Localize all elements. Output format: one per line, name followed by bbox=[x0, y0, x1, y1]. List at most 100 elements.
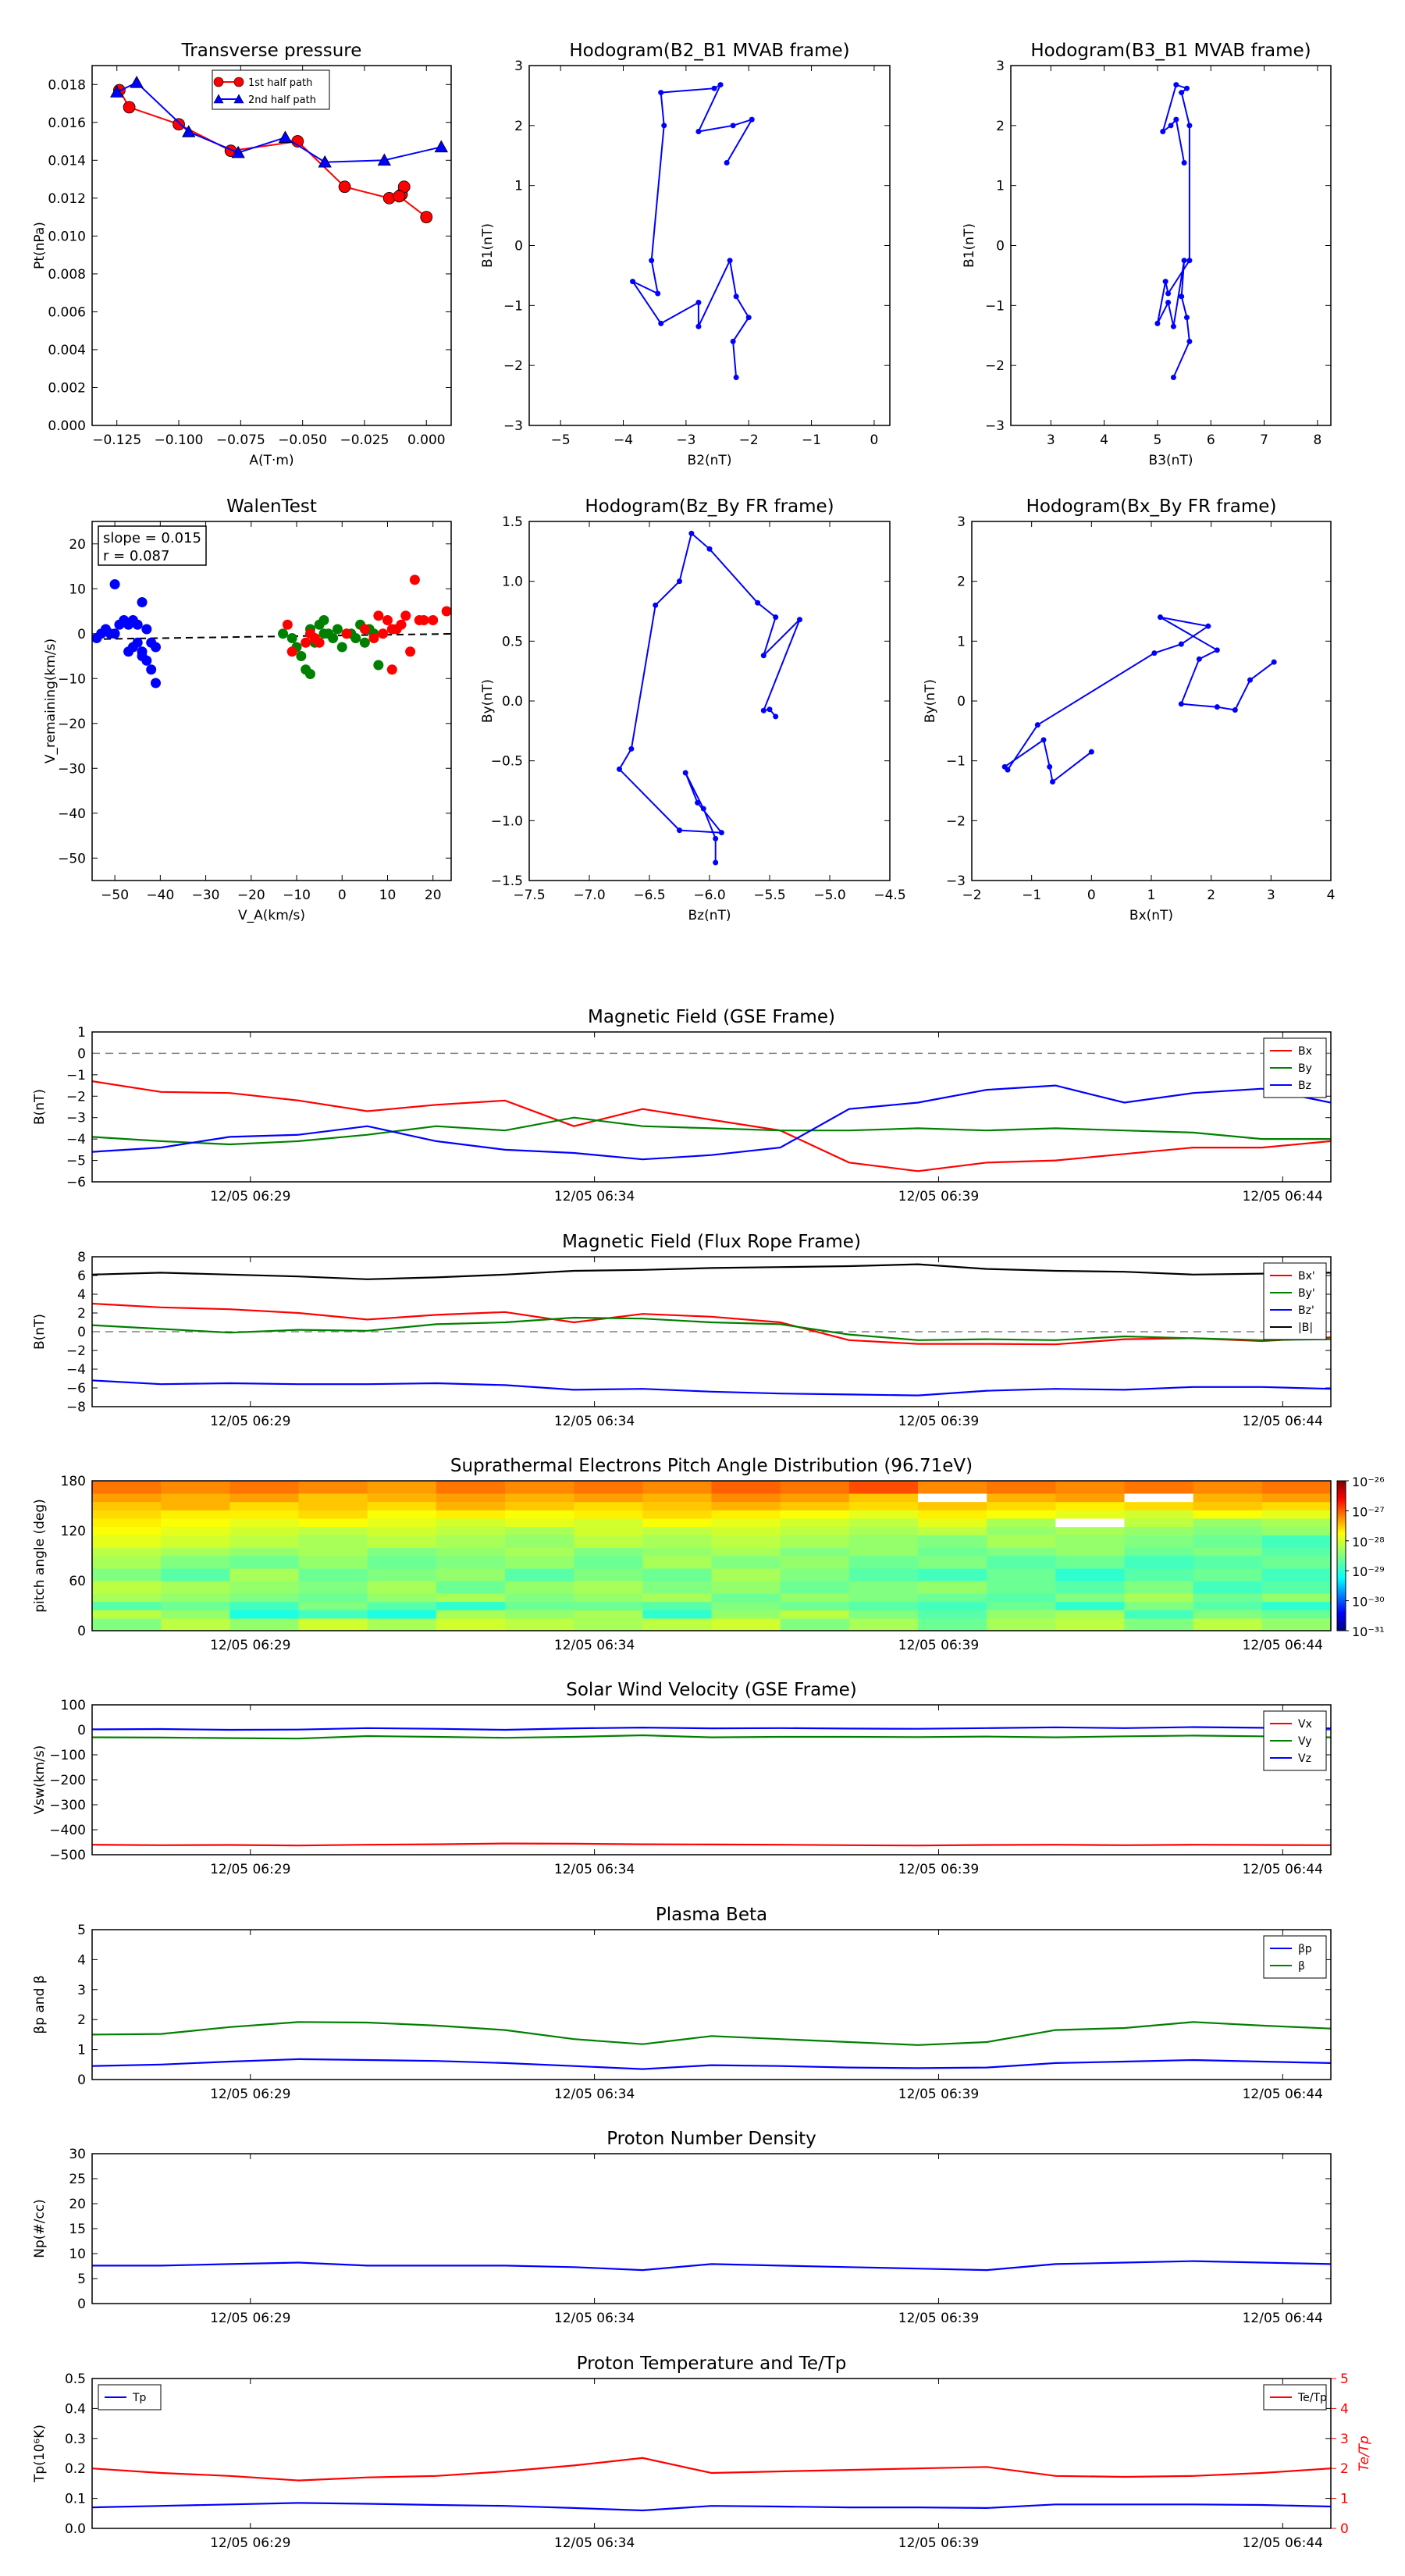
heatmap-cell bbox=[642, 1481, 712, 1494]
legend-label: Bz' bbox=[1298, 1304, 1314, 1317]
data-point bbox=[755, 600, 761, 606]
heatmap-cell bbox=[1055, 1501, 1125, 1510]
x-tick-label: −6.0 bbox=[693, 888, 725, 903]
heatmap-cell bbox=[574, 1481, 643, 1494]
right-y-tick-label: 0 bbox=[1340, 2521, 1349, 2537]
y-tick-label: −2 bbox=[985, 358, 1005, 374]
heatmap-cell bbox=[987, 1535, 1056, 1548]
heatmap-cell bbox=[505, 1618, 574, 1631]
y-tick-label: −3 bbox=[946, 873, 966, 889]
heatmap-cell bbox=[780, 1610, 850, 1619]
y-tick-label: 0.4 bbox=[65, 2401, 86, 2417]
y-tick-label: 20 bbox=[69, 2197, 86, 2212]
x-tick-label: 12/05 06:29 bbox=[210, 1862, 290, 1877]
plot-frame bbox=[91, 2153, 1332, 2304]
y-tick-label: 0.010 bbox=[48, 229, 86, 244]
y-tick-label: −50 bbox=[58, 851, 86, 866]
y-tick-label: −1 bbox=[985, 298, 1005, 314]
heatmap-cell bbox=[711, 1601, 781, 1610]
y-tick-label: 0.018 bbox=[48, 77, 86, 93]
chart-plasma-beta: Plasma Beta 0 1 2 3 4 5 12/05 06:29 12/05 06:34 1… bbox=[32, 1905, 1332, 2102]
heatmap-cell bbox=[987, 1618, 1056, 1631]
legend-marker bbox=[233, 76, 244, 87]
plot-frame bbox=[91, 1031, 1332, 1183]
heatmap-cell bbox=[161, 1526, 230, 1535]
heatmap-cell bbox=[229, 1581, 299, 1594]
plot-area bbox=[92, 2260, 1331, 2272]
heatmap-cell bbox=[505, 1610, 574, 1619]
slope-annotation: slope = 0.015 bbox=[103, 530, 201, 546]
heatmap-cell bbox=[229, 1481, 299, 1494]
legend: Bx By Bz bbox=[1263, 1037, 1327, 1098]
heatmap-cell bbox=[780, 1547, 850, 1557]
y-tick-label: 6 bbox=[77, 1268, 86, 1284]
heatmap-cell bbox=[1124, 1568, 1194, 1582]
heatmap-cell bbox=[918, 1535, 987, 1548]
chart-title: Magnetic Field (Flux Rope Frame) bbox=[562, 1232, 861, 1252]
x-tick-label: 12/05 06:29 bbox=[210, 2311, 290, 2326]
y-axis-label: B1(nT) bbox=[962, 223, 977, 268]
x-tick-label: 12/05 06:44 bbox=[1243, 2311, 1323, 2326]
data-point bbox=[628, 745, 635, 752]
heatmap-cell bbox=[161, 1556, 230, 1569]
heatmap-cell bbox=[229, 1601, 299, 1610]
heatmap-cell bbox=[918, 1547, 987, 1557]
legend-label: β bbox=[1298, 1960, 1305, 1973]
heatmap-cell bbox=[574, 1618, 643, 1631]
heatmap-cell bbox=[574, 1526, 643, 1535]
series-line-b bbox=[92, 1263, 1331, 1280]
heatmap-cell bbox=[642, 1526, 712, 1535]
heatmap-cell bbox=[367, 1518, 437, 1528]
data-point bbox=[441, 606, 451, 617]
data-point bbox=[1271, 659, 1277, 665]
heatmap-cell bbox=[367, 1493, 437, 1503]
series-line-by bbox=[92, 1116, 1331, 1146]
x-tick-label: 12/05 06:34 bbox=[554, 2311, 635, 2326]
x-tick-label: 12/05 06:39 bbox=[898, 1189, 979, 1204]
heatmap-cell bbox=[848, 1568, 919, 1582]
x-axis-label: Bz(nT) bbox=[688, 908, 731, 923]
x-tick-label: −40 bbox=[146, 888, 174, 903]
plot-area bbox=[92, 1052, 1331, 1172]
x-tick-label: −3 bbox=[676, 432, 695, 448]
x-tick-label: −7.0 bbox=[573, 888, 605, 903]
heatmap-cell bbox=[918, 1526, 987, 1535]
data-point bbox=[296, 651, 307, 661]
heatmap-cell bbox=[92, 1593, 162, 1603]
heatmap-cell bbox=[987, 1556, 1056, 1569]
heatmap-cell bbox=[367, 1547, 437, 1557]
heatmap-cell bbox=[298, 1581, 368, 1594]
data-point bbox=[1184, 315, 1190, 321]
plot-frame bbox=[91, 2378, 1332, 2529]
x-tick-label: −5 bbox=[551, 432, 571, 448]
legend-label: Bx bbox=[1298, 1045, 1312, 1058]
y-tick-label: −2 bbox=[66, 1089, 86, 1105]
heatmap-cell bbox=[298, 1556, 368, 1569]
heatmap-cell bbox=[918, 1518, 987, 1528]
heatmap-cell bbox=[367, 1510, 437, 1519]
heatmap-cell bbox=[987, 1518, 1056, 1528]
chart-pitch-angle: Suprathermal Electrons Pitch Angle Distr… bbox=[32, 1456, 1385, 1653]
y-tick-label: 3 bbox=[77, 1983, 86, 1998]
x-tick-label: −4 bbox=[614, 432, 633, 448]
y-tick-label: −10 bbox=[58, 671, 86, 687]
data-point bbox=[173, 118, 185, 131]
heatmap-cell bbox=[780, 1556, 850, 1569]
data-point bbox=[1179, 294, 1185, 300]
y-tick-label: 2 bbox=[77, 1306, 86, 1322]
heatmap-cell bbox=[436, 1481, 506, 1494]
y-tick-label: 1 bbox=[957, 634, 966, 649]
legend-box bbox=[1263, 1935, 1327, 1979]
x-tick-label: 4 bbox=[1327, 888, 1336, 903]
y-tick-label: −3 bbox=[66, 1111, 86, 1126]
y-tick-label: 2 bbox=[514, 119, 523, 134]
plot-frame bbox=[91, 1929, 1332, 2080]
x-tick-label: 0 bbox=[870, 432, 878, 448]
x-tick-label: 1 bbox=[1147, 888, 1156, 903]
y-tick-label: −300 bbox=[49, 1798, 86, 1813]
data-point bbox=[1247, 677, 1253, 683]
heatmap-cell bbox=[1124, 1593, 1194, 1603]
y-tick-label: −2 bbox=[66, 1343, 86, 1359]
y-axis-label: B1(nT) bbox=[480, 223, 496, 268]
